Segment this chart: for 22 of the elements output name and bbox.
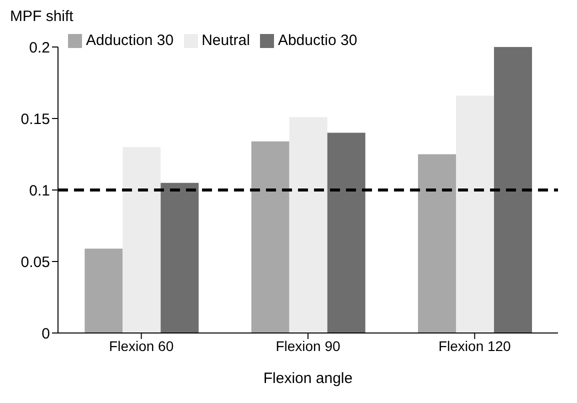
y-tick-label: 0.2	[29, 39, 50, 56]
bar	[456, 96, 494, 333]
bar	[418, 154, 456, 333]
bar	[327, 132, 366, 333]
y-tick-label: 0	[42, 325, 50, 342]
bar	[84, 248, 123, 333]
legend-label: Neutral	[202, 32, 250, 49]
bar	[122, 147, 161, 333]
bar	[494, 47, 532, 333]
x-axis-title: Flexion angle	[263, 370, 353, 387]
y-axis-title: MPF shift	[10, 8, 74, 25]
y-tick-label: 0.05	[20, 254, 50, 271]
x-tick-label: Flexion 120	[438, 338, 512, 354]
bar	[160, 182, 199, 333]
legend-label: Abductio 30	[278, 32, 358, 49]
bar	[289, 117, 328, 333]
x-tick-label: Flexion 90	[276, 338, 341, 354]
x-tick-label: Flexion 60	[109, 338, 174, 354]
y-tick-label: 0.1	[29, 182, 50, 200]
legend-label: Adduction 30	[86, 32, 174, 49]
bar	[251, 141, 290, 333]
y-tick-label: 0.15	[20, 110, 50, 128]
